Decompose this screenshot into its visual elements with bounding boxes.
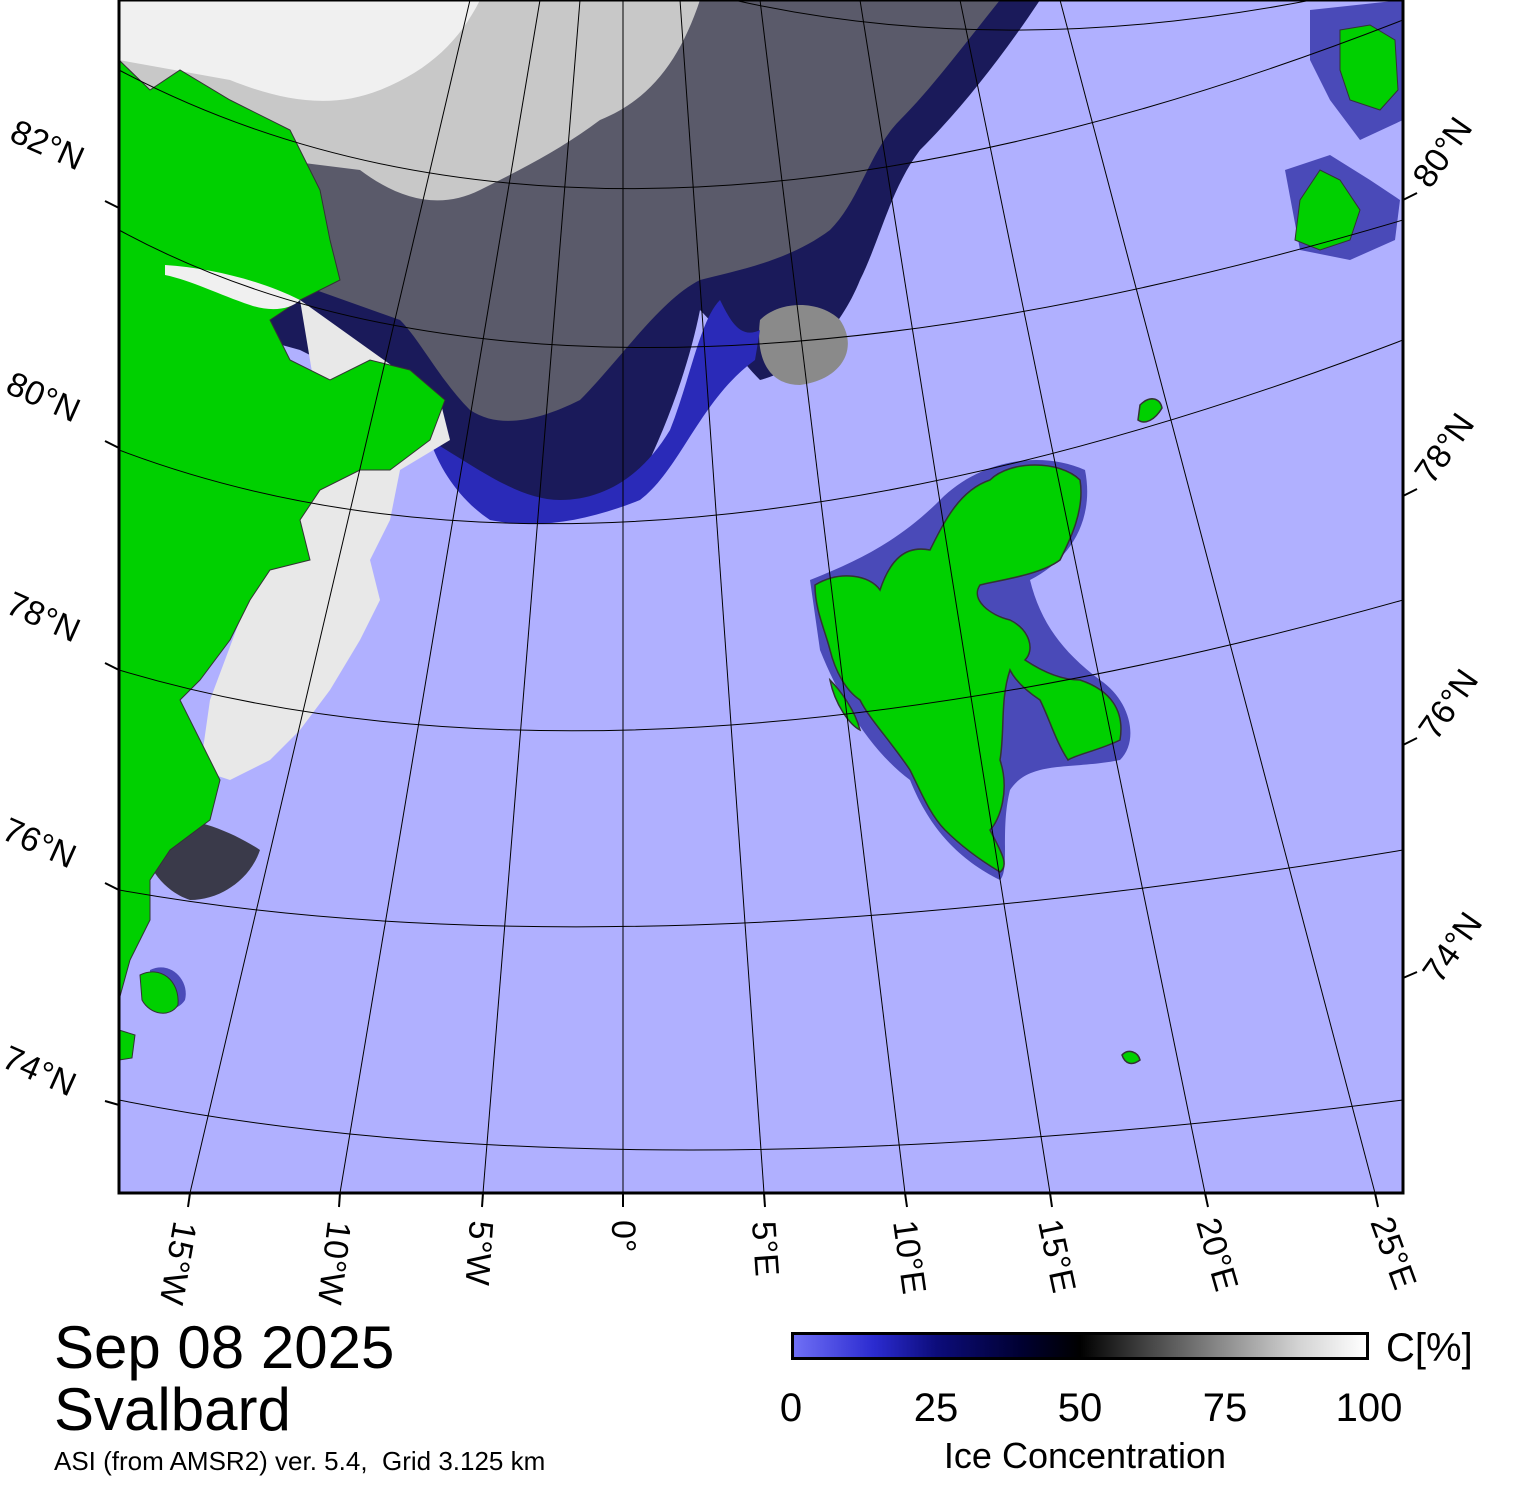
colorbar-title: Ice Concentration <box>943 1435 1227 1476</box>
lon-label-5e: 5°E <box>744 1220 786 1278</box>
colorbar <box>791 1332 1369 1360</box>
lat-label-76n-right: 76°N <box>1411 663 1486 747</box>
greenland-islet-2 <box>119 1029 136 1061</box>
colorbar-tick-25: 25 <box>913 1386 959 1430</box>
lat-label-82n-left: 82°N <box>5 113 90 179</box>
lat-labels-left: 82°N 80°N 78°N 76°N 74°N <box>0 113 90 1105</box>
greenland-fjord <box>165 265 300 310</box>
lon-label-0: 0° <box>604 1220 642 1253</box>
greenland-islet <box>139 971 179 1014</box>
lon-label-10w: 10°W <box>310 1219 358 1307</box>
data-source: ASI (from AMSR2) ver. 5.4, Grid 3.125 km <box>54 1446 546 1476</box>
svalbard-land <box>810 398 1163 1065</box>
lat-label-74n-left: 74°N <box>0 1039 82 1105</box>
axis-ticks <box>104 192 1418 1208</box>
colorbar-unit: C[%] <box>1386 1326 1473 1370</box>
lat-labels-right: 80°N 78°N 76°N 74°N <box>1405 111 1490 990</box>
lat-label-74n-right: 74°N <box>1415 906 1490 990</box>
franz-josef-land <box>1285 0 1403 260</box>
colorbar-tick-0: 0 <box>779 1386 803 1430</box>
colorbar-tick-75: 75 <box>1202 1386 1248 1430</box>
lon-label-25e: 25°E <box>1362 1212 1423 1295</box>
lon-label-20e: 20°E <box>1188 1214 1245 1296</box>
graticule <box>119 0 1403 1193</box>
lat-label-76n-left: 76°N <box>0 811 82 877</box>
lat-label-80n-left: 80°N <box>1 365 86 431</box>
lon-label-15e: 15°E <box>1030 1216 1083 1296</box>
map-border <box>117 0 1405 1195</box>
map-frame <box>119 0 1403 1193</box>
map-region: Svalbard <box>54 1376 291 1443</box>
lon-label-15w: 15°W <box>152 1219 204 1308</box>
map-date: Sep 08 2025 <box>54 1314 395 1381</box>
lon-labels: 15°W 10°W 5°W 0° 5°E 10°E 15°E 20°E 25°E <box>152 1212 1424 1308</box>
lat-label-78n-right: 78°N <box>1407 407 1482 491</box>
colorbar-tick-100: 100 <box>1335 1386 1403 1430</box>
lat-label-80n-right: 80°N <box>1405 111 1480 195</box>
lon-label-5w: 5°W <box>458 1219 500 1286</box>
colorbar-tick-50: 50 <box>1057 1386 1103 1430</box>
lat-label-78n-left: 78°N <box>1 585 86 651</box>
lon-label-10e: 10°E <box>885 1218 933 1297</box>
